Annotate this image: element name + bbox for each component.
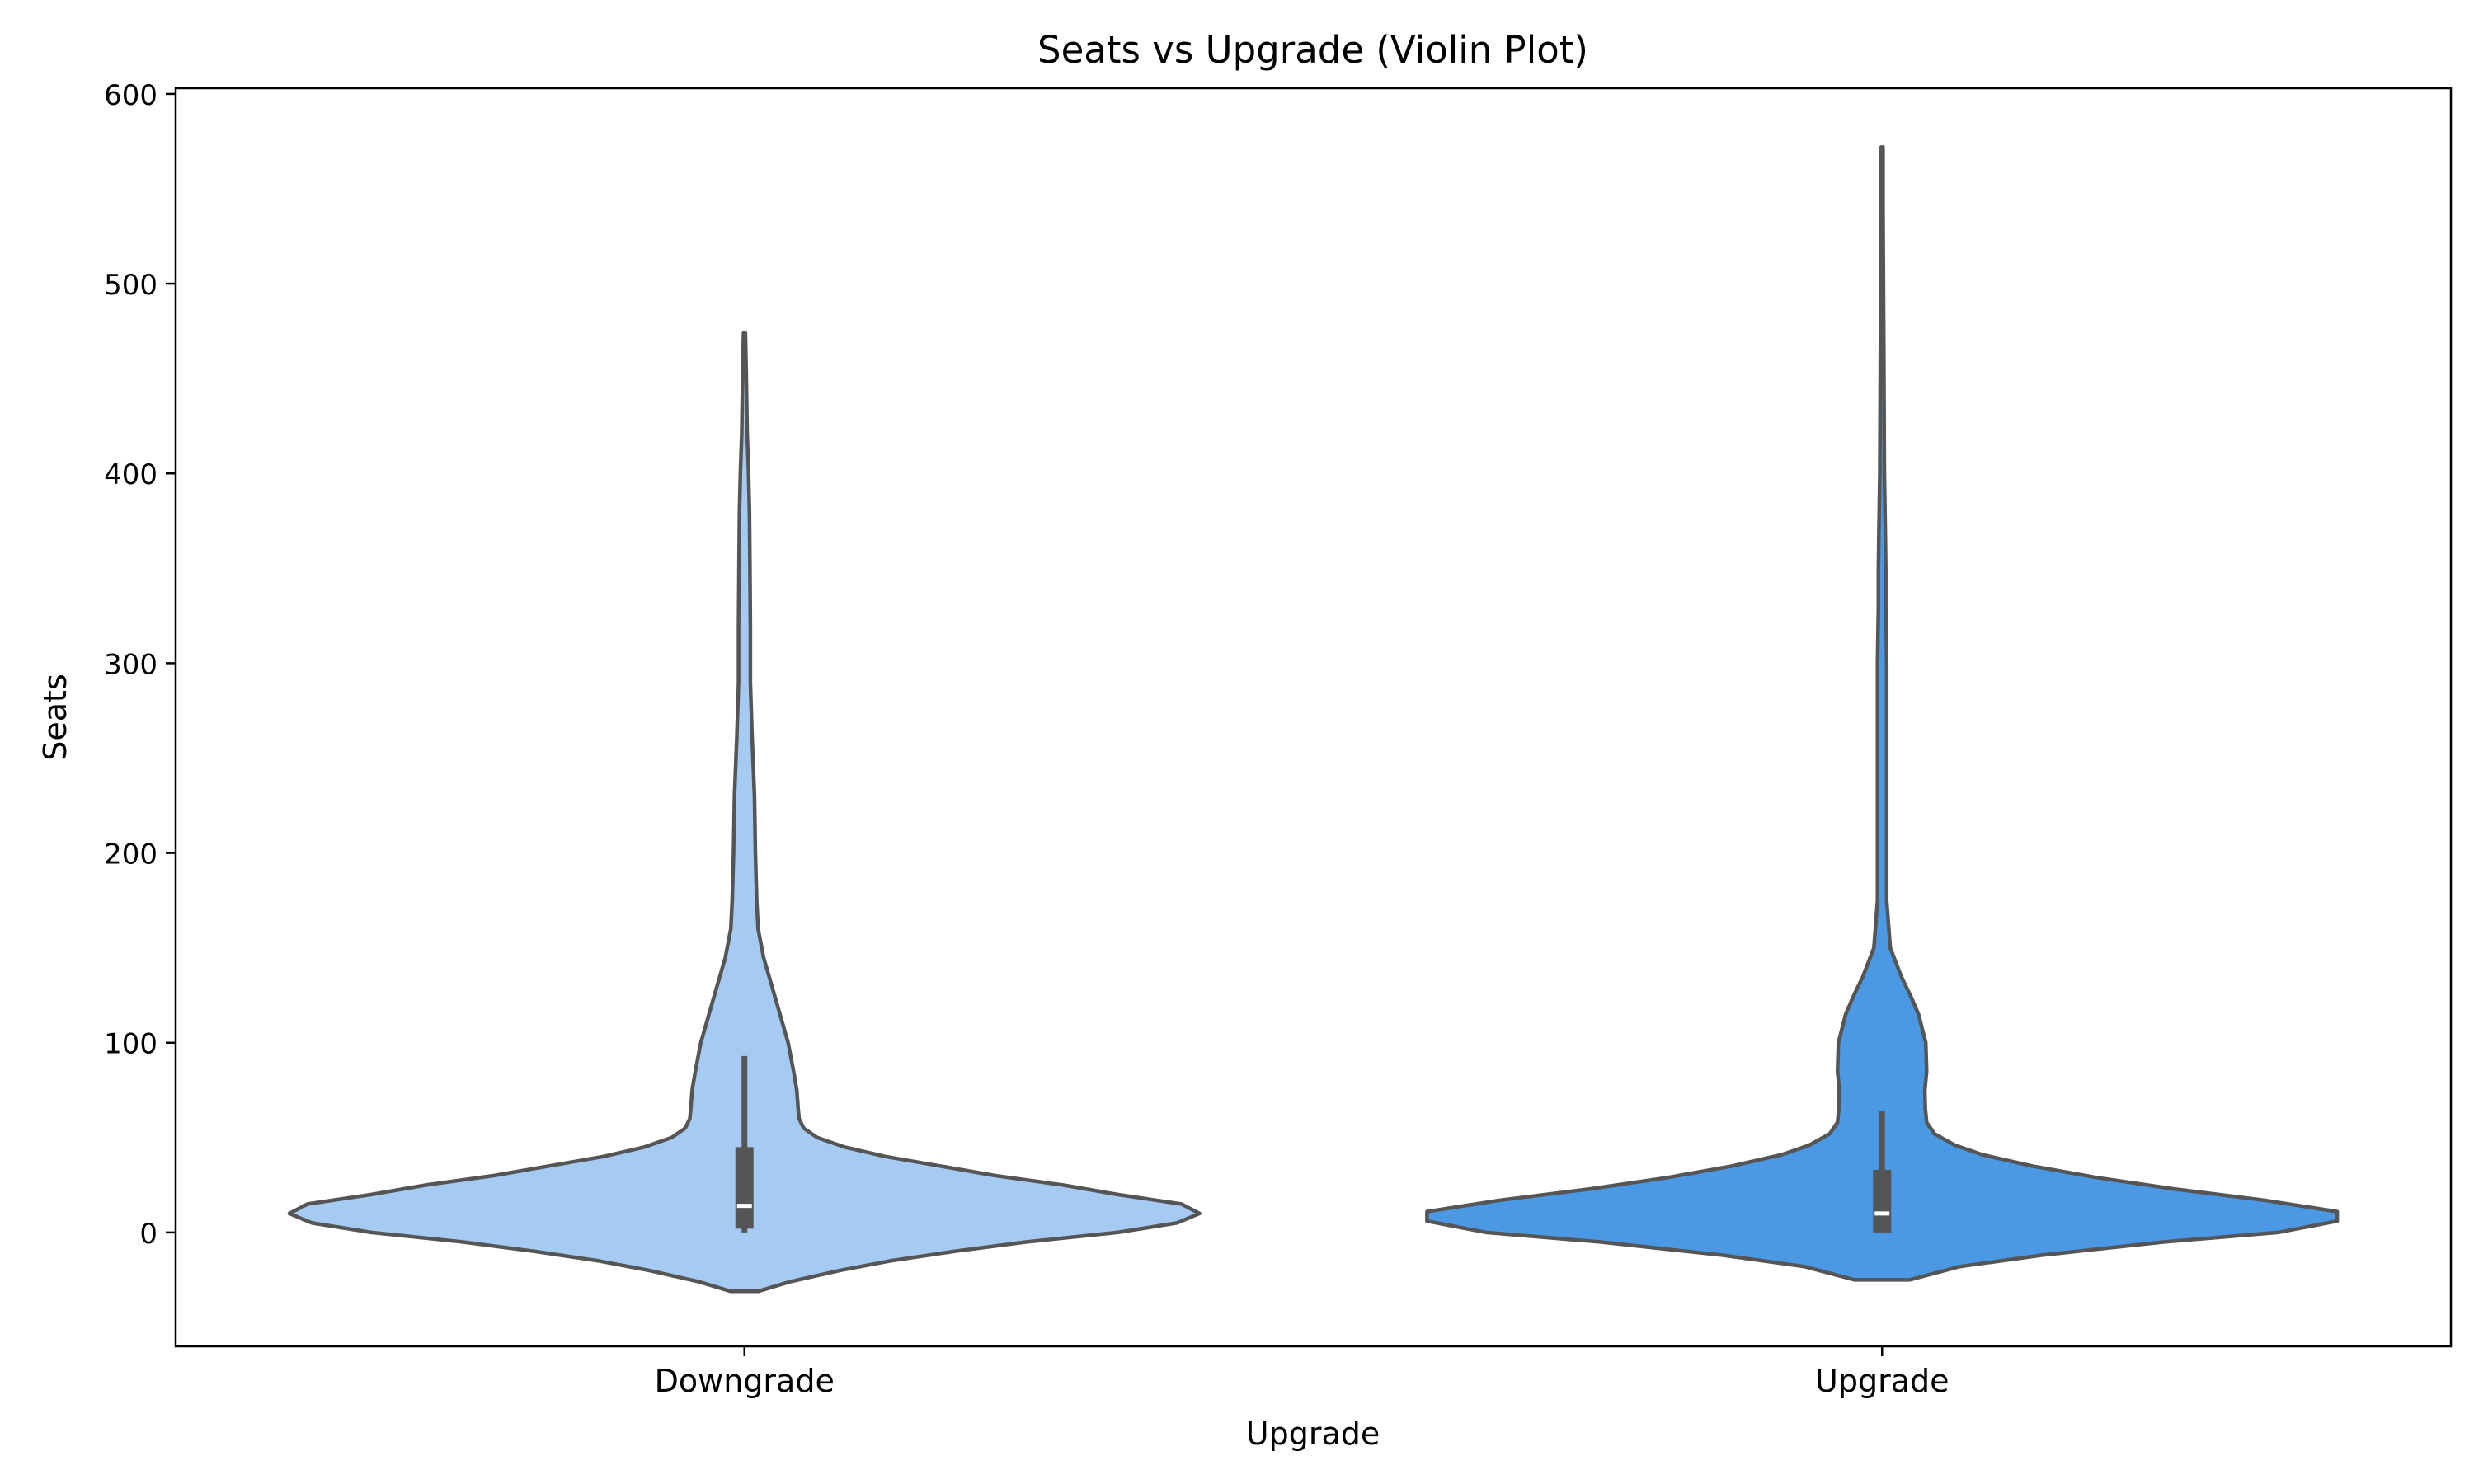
violin-downgrade	[287, 331, 1202, 1294]
y-axis-label: Seats	[37, 674, 73, 760]
box-upgrade	[1873, 1169, 1892, 1233]
y-tick-label: 400	[104, 458, 158, 491]
x-tick-label: Upgrade	[1815, 1363, 1949, 1399]
violin-upgrade	[1425, 145, 2340, 1282]
box-downgrade	[735, 1147, 754, 1229]
violin-group	[287, 145, 2340, 1294]
y-tick-label: 100	[104, 1028, 158, 1061]
y-axis: 0 100 200 300 400 500 600	[104, 79, 176, 1251]
x-axis: Downgrade Upgrade	[655, 1346, 1949, 1399]
y-tick-label: 600	[104, 79, 158, 112]
chart-title: Seats vs Upgrade (Violin Plot)	[1037, 28, 1588, 72]
y-tick-label: 500	[104, 269, 158, 302]
x-axis-label: Upgrade	[1246, 1416, 1380, 1452]
x-tick-label: Downgrade	[655, 1363, 835, 1399]
plot-frame	[174, 87, 2453, 1348]
y-tick-label: 300	[104, 648, 158, 681]
y-tick-label: 0	[139, 1218, 158, 1251]
y-tick-label: 200	[104, 838, 158, 871]
